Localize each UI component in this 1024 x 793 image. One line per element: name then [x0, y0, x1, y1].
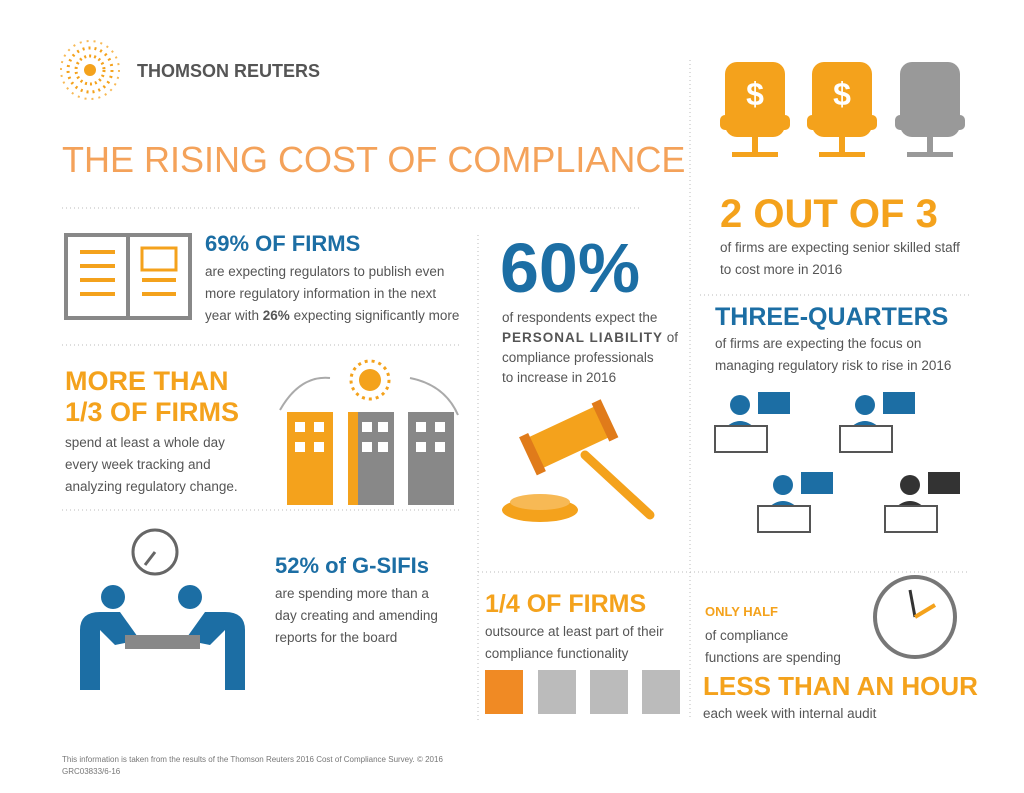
body-line: to increase in 2016 — [502, 370, 616, 385]
gavel-icon — [502, 399, 655, 522]
body-line: year with 26% expecting significantly mo… — [205, 308, 459, 323]
headline: 1/3 OF FIRMS — [65, 397, 239, 427]
text: of — [663, 330, 678, 345]
body-line: of respondents expect the — [502, 310, 657, 325]
headline: 69% OF FIRMS — [205, 231, 360, 256]
body-line: outsource at least part of their — [485, 624, 664, 639]
body-line: every week tracking and — [65, 457, 211, 472]
workers-icon — [714, 392, 960, 533]
meeting-icon — [80, 528, 245, 690]
body-line: of firms are expecting senior skilled st… — [720, 240, 960, 255]
body-line: spend at least a whole day — [65, 435, 225, 450]
headline: 52% of G-SIFIs — [275, 553, 429, 578]
logo — [60, 40, 120, 100]
body-line: reports for the board — [275, 630, 397, 645]
body-line: analyzing regulatory change. — [65, 479, 238, 494]
body-line: of compliance — [705, 628, 788, 643]
headline: THREE-QUARTERS — [715, 303, 948, 331]
body-line: compliance professionals — [502, 350, 654, 365]
book-icon — [64, 233, 192, 320]
clock-icon — [873, 575, 957, 659]
headline: 60% — [500, 229, 640, 307]
headline: LESS THAN AN HOUR — [703, 671, 978, 701]
footer: GRC03833/6-16 — [62, 767, 121, 776]
text: year with — [205, 308, 263, 323]
dividers — [62, 60, 970, 720]
body-line: PERSONAL LIABILITY of — [502, 330, 678, 345]
body-line: are expecting regulators to publish even — [205, 264, 444, 279]
svg-text:$: $ — [746, 76, 764, 112]
title: THE RISING COST OF COMPLIANCE — [62, 139, 685, 180]
body-line: each week with internal audit — [703, 706, 877, 721]
chairs-icon: $ $ — [720, 62, 965, 157]
headline: 2 OUT OF 3 — [720, 192, 938, 236]
body-line: to cost more in 2016 — [720, 262, 842, 277]
body-line: are spending more than a — [275, 586, 429, 601]
footer: This information is taken from the resul… — [62, 755, 443, 764]
body-line: of firms are expecting the focus on — [715, 336, 921, 351]
body-line: compliance functionality — [485, 646, 629, 661]
body-line: day creating and amending — [275, 608, 438, 623]
headline: 1/4 OF FIRMS — [485, 590, 646, 618]
buildings-icon — [279, 359, 459, 505]
brand: THOMSON REUTERS — [137, 61, 320, 81]
body-line: more regulatory information in the next — [205, 286, 436, 301]
text: expecting significantly more — [290, 308, 460, 323]
body-line: managing regulatory risk to rise in 2016 — [715, 358, 951, 373]
svg-text:$: $ — [833, 76, 851, 112]
body-line: functions are spending — [705, 650, 841, 665]
headline: MORE THAN — [65, 366, 229, 396]
emphasis: 26% — [263, 308, 290, 323]
lead: ONLY HALF — [705, 604, 778, 619]
emphasis: PERSONAL LIABILITY — [502, 330, 663, 345]
outsource-icon — [485, 670, 680, 714]
